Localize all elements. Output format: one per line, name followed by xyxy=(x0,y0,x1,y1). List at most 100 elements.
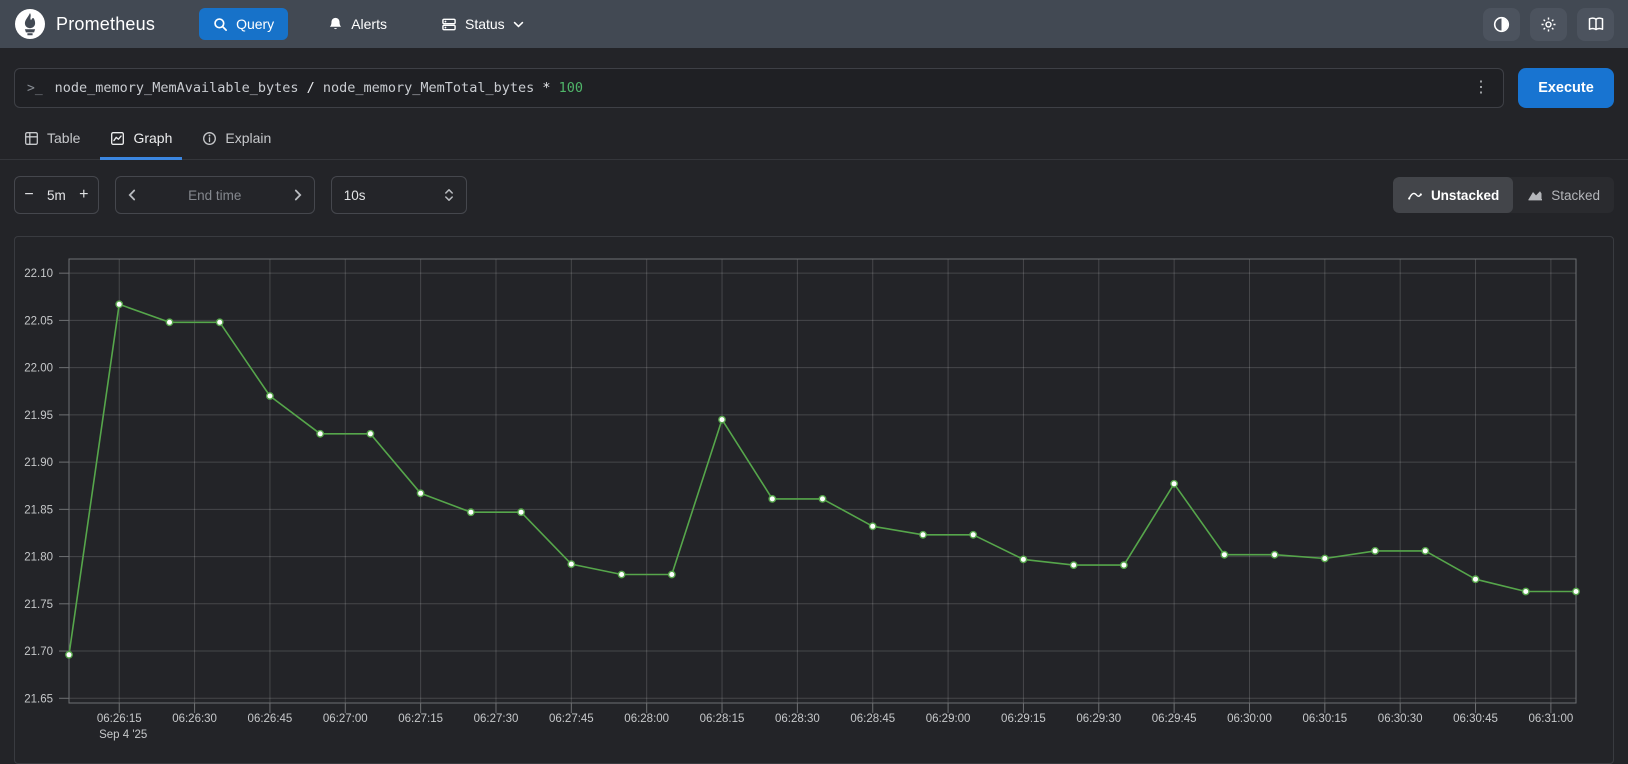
prometheus-brand[interactable]: Prometheus xyxy=(14,8,155,40)
x-axis-date-label: Sep 4 '25 xyxy=(99,729,147,741)
search-icon xyxy=(213,17,228,32)
x-tick-label: 06:26:30 xyxy=(172,713,217,725)
info-icon xyxy=(202,131,217,146)
x-tick-label: 06:26:45 xyxy=(248,713,293,725)
y-tick-label: 21.90 xyxy=(24,457,53,469)
data-point[interactable] xyxy=(1422,548,1428,554)
data-point[interactable] xyxy=(468,509,474,515)
data-point[interactable] xyxy=(568,561,574,567)
data-point[interactable] xyxy=(1271,552,1277,558)
data-point[interactable] xyxy=(1020,556,1026,562)
gear-icon xyxy=(1540,16,1557,33)
data-point[interactable] xyxy=(1071,562,1077,568)
y-tick-label: 21.65 xyxy=(24,693,53,705)
stacked-label: Stacked xyxy=(1551,188,1600,203)
data-point[interactable] xyxy=(719,416,725,422)
x-tick-label: 06:27:45 xyxy=(549,713,594,725)
chart-plot-border xyxy=(69,259,1576,703)
y-tick-label: 21.95 xyxy=(24,410,53,422)
prometheus-logo-icon xyxy=(14,8,46,40)
data-point[interactable] xyxy=(116,301,122,307)
expression-operator-2: * xyxy=(534,80,558,96)
tab-graph[interactable]: Graph xyxy=(100,120,182,160)
data-point[interactable] xyxy=(166,319,172,325)
range-value[interactable]: 5m xyxy=(43,188,70,203)
expression-metric-1: node_memory_MemAvailable_bytes xyxy=(55,80,299,96)
data-point[interactable] xyxy=(267,393,273,399)
tab-table[interactable]: Table xyxy=(14,120,90,160)
docs-button[interactable] xyxy=(1577,8,1614,41)
terminal-prompt-icon: >_ xyxy=(27,81,43,96)
query-row: >_ node_memory_MemAvailable_bytes / node… xyxy=(14,68,1614,108)
x-tick-label: 06:29:00 xyxy=(926,713,971,725)
graph-panel: 06:26:15Sep 4 '2506:26:3006:26:4506:27:0… xyxy=(14,236,1614,764)
data-point[interactable] xyxy=(1221,552,1227,558)
theme-toggle-button[interactable] xyxy=(1483,8,1520,41)
tab-table-label: Table xyxy=(47,130,80,146)
data-point[interactable] xyxy=(819,496,825,502)
data-point[interactable] xyxy=(367,431,373,437)
x-tick-label: 06:30:15 xyxy=(1302,713,1347,725)
resolution-value: 10s xyxy=(344,188,366,203)
data-point[interactable] xyxy=(1121,562,1127,568)
chevron-left-icon xyxy=(128,189,136,201)
range-increase-button[interactable]: + xyxy=(70,177,98,213)
chart-gridlines xyxy=(69,259,1576,703)
end-time-back-button[interactable] xyxy=(128,189,136,201)
data-point[interactable] xyxy=(1523,588,1529,594)
data-point[interactable] xyxy=(920,532,926,538)
nav-query-label: Query xyxy=(236,16,274,32)
nav-item-query[interactable]: Query xyxy=(199,8,288,40)
resolution-control[interactable]: 10s xyxy=(331,176,467,214)
data-point[interactable] xyxy=(1573,588,1579,594)
range-decrease-button[interactable]: − xyxy=(15,177,43,213)
chart-series-line xyxy=(69,304,1576,655)
x-tick-label: 06:29:15 xyxy=(1001,713,1046,725)
x-tick-label: 06:29:30 xyxy=(1076,713,1121,725)
chart-axes xyxy=(59,273,1551,713)
x-tick-label: 06:26:15 xyxy=(97,713,142,725)
execute-button[interactable]: Execute xyxy=(1518,68,1614,108)
data-point[interactable] xyxy=(669,571,675,577)
promql-expression[interactable]: node_memory_MemAvailable_bytes / node_me… xyxy=(55,80,1467,96)
bell-icon xyxy=(328,16,343,32)
memory-usage-chart[interactable]: 06:26:15Sep 4 '2506:26:3006:26:4506:27:0… xyxy=(15,237,1613,763)
query-options-menu-button[interactable]: ⋮ xyxy=(1467,74,1495,102)
chart-data-points xyxy=(66,301,1579,658)
end-time-forward-button[interactable] xyxy=(294,189,302,201)
graph-controls: − 5m + End time 10s Unstacked xyxy=(14,176,1614,214)
expression-operator-1: / xyxy=(299,80,323,96)
data-point[interactable] xyxy=(769,496,775,502)
expression-input[interactable]: >_ node_memory_MemAvailable_bytes / node… xyxy=(14,68,1504,108)
data-point[interactable] xyxy=(870,523,876,529)
settings-button[interactable] xyxy=(1530,8,1567,41)
data-point[interactable] xyxy=(1322,555,1328,561)
nav-item-status[interactable]: Status xyxy=(427,8,538,40)
unstacked-button[interactable]: Unstacked xyxy=(1393,177,1513,213)
main-nav: Query Alerts Status xyxy=(199,8,538,40)
data-point[interactable] xyxy=(217,319,223,325)
data-point[interactable] xyxy=(417,490,423,496)
graph-icon xyxy=(110,131,125,146)
data-point[interactable] xyxy=(1171,481,1177,487)
data-point[interactable] xyxy=(618,571,624,577)
unstacked-label: Unstacked xyxy=(1431,188,1499,203)
nav-item-alerts[interactable]: Alerts xyxy=(314,8,401,40)
chevron-down-icon xyxy=(513,21,524,28)
y-tick-label: 22.00 xyxy=(24,363,53,375)
data-point[interactable] xyxy=(317,431,323,437)
tab-explain-label: Explain xyxy=(225,130,271,146)
brand-name: Prometheus xyxy=(56,14,155,35)
stacking-toggle: Unstacked Stacked xyxy=(1393,177,1614,213)
data-point[interactable] xyxy=(1472,576,1478,582)
y-tick-label: 21.80 xyxy=(24,552,53,564)
data-point[interactable] xyxy=(518,509,524,515)
y-tick-label: 22.05 xyxy=(24,315,53,327)
stacked-button[interactable]: Stacked xyxy=(1513,177,1614,213)
data-point[interactable] xyxy=(66,652,72,658)
chart-x-axis-labels: 06:26:15Sep 4 '2506:26:3006:26:4506:27:0… xyxy=(97,713,1573,741)
data-point[interactable] xyxy=(970,532,976,538)
end-time-control[interactable]: End time xyxy=(115,176,315,214)
data-point[interactable] xyxy=(1372,548,1378,554)
tab-explain[interactable]: Explain xyxy=(192,120,281,160)
